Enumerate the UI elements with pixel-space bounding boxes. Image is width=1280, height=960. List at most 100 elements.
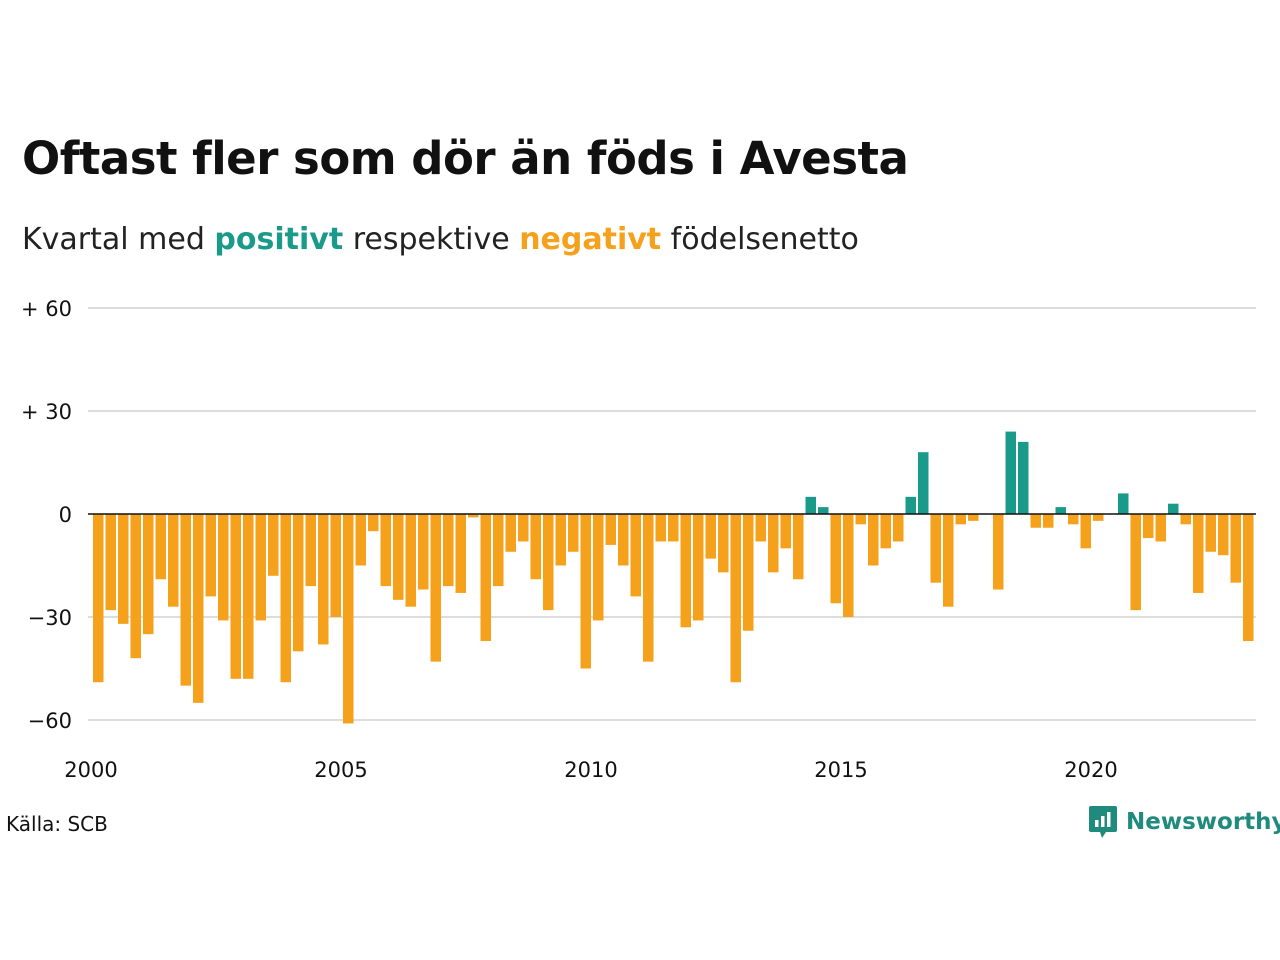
bar-negative[interactable]: [605, 514, 617, 545]
bar-negative[interactable]: [993, 514, 1004, 590]
bar-negative[interactable]: [93, 514, 104, 683]
bar-negative[interactable]: [1180, 514, 1192, 525]
bar-positive[interactable]: [805, 496, 817, 514]
bar-positive[interactable]: [1005, 431, 1017, 514]
bar-negative[interactable]: [493, 514, 504, 587]
bar-negative[interactable]: [130, 514, 142, 659]
bar-negative[interactable]: [368, 514, 379, 532]
y-tick-label: −30: [28, 606, 72, 630]
bar-negative[interactable]: [1043, 514, 1054, 528]
bar-negative[interactable]: [168, 514, 179, 607]
bar-negative[interactable]: [305, 514, 317, 587]
bar-negative[interactable]: [1068, 514, 1079, 525]
x-tick-label: 2000: [64, 758, 117, 782]
bar-negative[interactable]: [218, 514, 229, 621]
bar-negative[interactable]: [668, 514, 679, 542]
bar-negative[interactable]: [380, 514, 392, 587]
bar-negative[interactable]: [155, 514, 167, 580]
bar-negative[interactable]: [105, 514, 117, 611]
bar-negative[interactable]: [943, 514, 954, 607]
bar-negative[interactable]: [293, 514, 304, 652]
bar-positive[interactable]: [905, 496, 917, 514]
bar-negative[interactable]: [1080, 514, 1092, 549]
bar-negative[interactable]: [268, 514, 279, 576]
bar-negative[interactable]: [705, 514, 717, 559]
bar-negative[interactable]: [830, 514, 842, 604]
bar-negative[interactable]: [1093, 514, 1104, 521]
bar-negative[interactable]: [118, 514, 129, 624]
bar-positive[interactable]: [1018, 441, 1029, 514]
bar-negative[interactable]: [418, 514, 429, 590]
bar-positive[interactable]: [1118, 493, 1129, 514]
bar-negative[interactable]: [618, 514, 629, 566]
bar-negative[interactable]: [1230, 514, 1242, 583]
bar-negative[interactable]: [280, 514, 292, 683]
bar-negative[interactable]: [468, 514, 479, 518]
bar-negative[interactable]: [880, 514, 892, 549]
bar-positive[interactable]: [818, 507, 829, 514]
bar-negative[interactable]: [1130, 514, 1142, 611]
bar-negative[interactable]: [205, 514, 217, 597]
bar-negative[interactable]: [593, 514, 604, 621]
bar-negative[interactable]: [955, 514, 967, 525]
bar-series: [93, 431, 1254, 724]
bar-negative[interactable]: [868, 514, 879, 566]
bar-negative[interactable]: [530, 514, 542, 580]
bar-negative[interactable]: [1030, 514, 1042, 528]
bar-negative[interactable]: [555, 514, 567, 566]
bar-negative[interactable]: [655, 514, 667, 542]
brand-name: Newsworthy: [1126, 809, 1280, 835]
bar-positive[interactable]: [1168, 503, 1179, 514]
y-tick-label: + 30: [21, 400, 72, 424]
bar-negative[interactable]: [543, 514, 554, 611]
bar-negative[interactable]: [480, 514, 492, 642]
bar-negative[interactable]: [343, 514, 354, 724]
bar-negative[interactable]: [180, 514, 192, 686]
bar-negative[interactable]: [843, 514, 854, 617]
bar-negative[interactable]: [680, 514, 692, 628]
bar-negative[interactable]: [143, 514, 154, 635]
bar-negative[interactable]: [768, 514, 779, 573]
bar-positive[interactable]: [918, 452, 929, 514]
x-tick-label: 2015: [814, 758, 867, 782]
bar-chart: + 60 + 30 0 −30 −60 2000 2005 2010 2015 2020: [21, 297, 1256, 782]
bar-negative[interactable]: [405, 514, 417, 607]
bar-negative[interactable]: [755, 514, 767, 542]
bar-negative[interactable]: [1155, 514, 1167, 542]
bar-negative[interactable]: [318, 514, 329, 645]
bar-negative[interactable]: [355, 514, 367, 566]
bar-negative[interactable]: [643, 514, 654, 662]
bar-negative[interactable]: [855, 514, 867, 525]
bar-negative[interactable]: [730, 514, 742, 683]
bar-negative[interactable]: [580, 514, 592, 669]
bar-negative[interactable]: [193, 514, 204, 703]
subtitle-suffix: födelsenetto: [661, 222, 859, 257]
bar-negative[interactable]: [630, 514, 642, 597]
bar-negative[interactable]: [518, 514, 529, 542]
bar-negative[interactable]: [393, 514, 404, 600]
bar-negative[interactable]: [930, 514, 942, 583]
bar-negative[interactable]: [443, 514, 454, 587]
bar-negative[interactable]: [793, 514, 804, 580]
bar-negative[interactable]: [693, 514, 704, 621]
bar-positive[interactable]: [1055, 507, 1067, 514]
bar-negative[interactable]: [968, 514, 979, 521]
bar-negative[interactable]: [1143, 514, 1154, 539]
bar-negative[interactable]: [1218, 514, 1229, 556]
bar-negative[interactable]: [780, 514, 792, 549]
bar-negative[interactable]: [243, 514, 254, 679]
bar-negative[interactable]: [455, 514, 467, 593]
bar-negative[interactable]: [893, 514, 904, 542]
bar-negative[interactable]: [1193, 514, 1204, 593]
bar-negative[interactable]: [430, 514, 442, 662]
brand-logo[interactable]: Newsworthy: [1088, 804, 1280, 840]
bar-negative[interactable]: [1243, 514, 1254, 642]
bar-negative[interactable]: [718, 514, 729, 573]
bar-negative[interactable]: [568, 514, 579, 552]
bar-negative[interactable]: [743, 514, 754, 631]
bar-negative[interactable]: [505, 514, 517, 552]
bar-negative[interactable]: [1205, 514, 1217, 552]
bar-negative[interactable]: [255, 514, 267, 621]
bar-negative[interactable]: [330, 514, 342, 617]
bar-negative[interactable]: [230, 514, 242, 679]
